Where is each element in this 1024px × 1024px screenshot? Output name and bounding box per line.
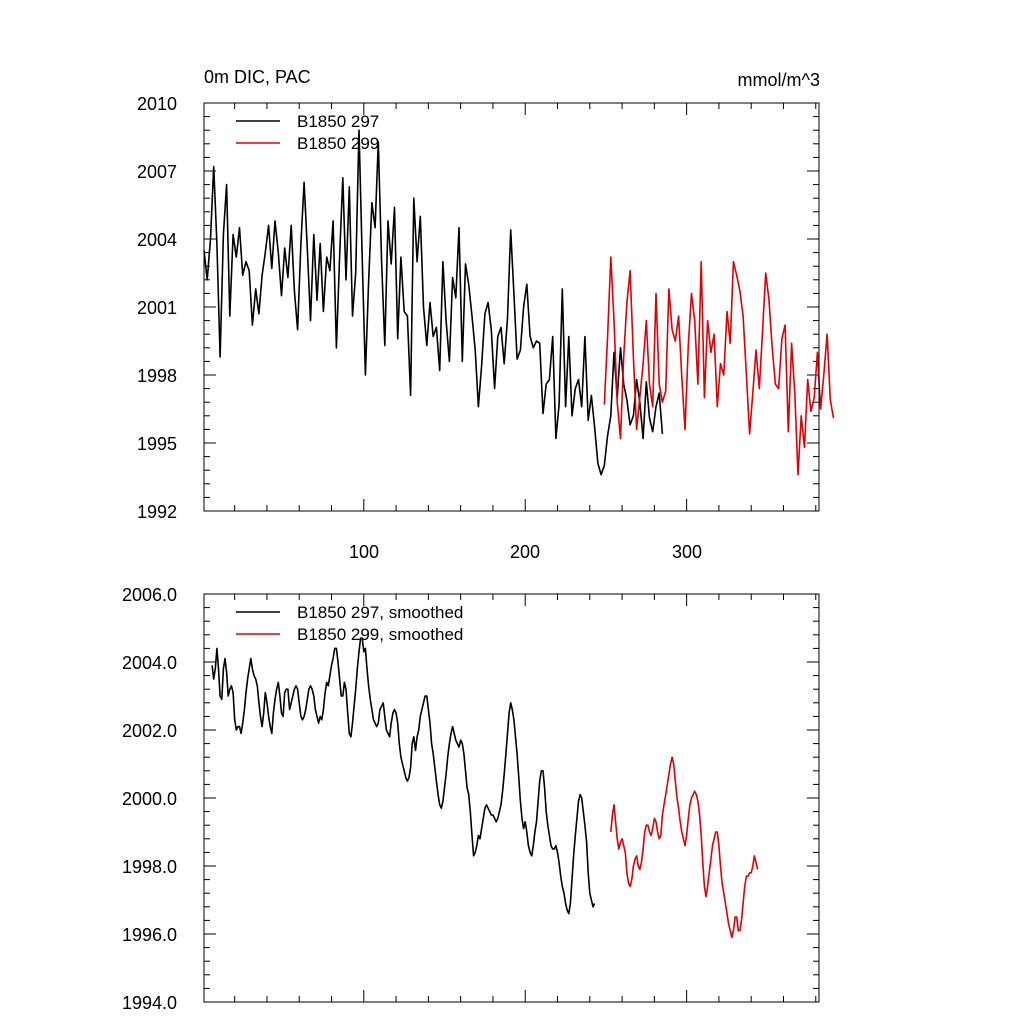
top-legend: B1850 297 B1850 299	[236, 112, 379, 153]
bottom-legend: B1850 297, smoothed B1850 299, smoothed	[236, 603, 463, 644]
top-y-tick-label-1998: 1998	[137, 366, 177, 386]
top-x-tick-label-200: 200	[510, 542, 540, 562]
bottom-chart-lines	[211, 637, 759, 939]
top-series-line-299	[603, 256, 835, 476]
top-chart: 0m DIC, PAC mmol/m^3 B1850 297 B1850 299…	[137, 67, 835, 562]
top-legend-label-297: B1850 297	[297, 112, 379, 131]
top-chart-lines	[203, 129, 835, 476]
bottom-legend-label-297: B1850 297, smoothed	[297, 603, 463, 622]
bottom-y-tick-label-1996: 1996.0	[122, 925, 177, 945]
top-chart-title: 0m DIC, PAC	[204, 67, 311, 87]
bottom-legend-label-299: B1850 299, smoothed	[297, 625, 463, 644]
bottom-chart-ticks	[204, 593, 819, 1003]
top-y-tick-label-2001: 2001	[137, 298, 177, 318]
top-y-tick-label-2007: 2007	[137, 162, 177, 182]
top-chart-units: mmol/m^3	[738, 70, 820, 90]
bottom-series-line-297	[211, 637, 596, 915]
bottom-plot-frame	[203, 593, 820, 1003]
top-y-tick-label-2010: 2010	[137, 94, 177, 114]
bottom-y-tick-label-2002: 2002.0	[122, 721, 177, 741]
bottom-y-tick-label-2006: 2006.0	[122, 585, 177, 605]
bottom-y-tick-label-2000: 2000.0	[122, 789, 177, 809]
top-x-tick-label-100: 100	[349, 542, 379, 562]
top-series-line-297	[203, 129, 664, 476]
bottom-chart: B1850 297, smoothed B1850 299, smoothed …	[122, 585, 820, 1013]
bottom-y-tick-label-1994: 1994.0	[122, 993, 177, 1013]
top-legend-label-299: B1850 299	[297, 134, 379, 153]
top-x-tick-label-300: 300	[672, 542, 702, 562]
bottom-y-tick-label-2004: 2004.0	[122, 653, 177, 673]
bottom-series-line-299	[610, 756, 759, 939]
top-y-tick-label-2004: 2004	[137, 230, 177, 250]
bottom-y-tick-label-1998: 1998.0	[122, 857, 177, 877]
top-plot-frame	[203, 102, 820, 512]
top-y-tick-label-1995: 1995	[137, 434, 177, 454]
top-y-tick-label-1992: 1992	[137, 502, 177, 522]
